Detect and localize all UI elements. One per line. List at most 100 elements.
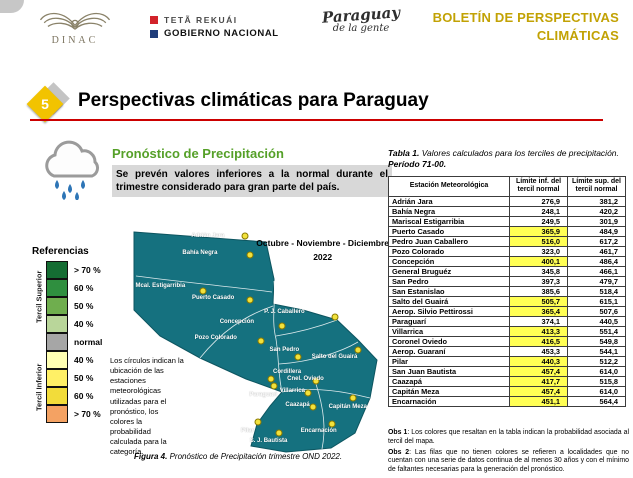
station-cell: Salto del Guairá [388,295,510,307]
table-row: Pedro Juan Caballero 516,0 617,2 [388,235,626,247]
station-cell: Puerto Casado [388,225,510,237]
table-caption: Tabla 1. Valores calculados para los ter… [388,148,628,171]
station-cell: Concepción [388,255,510,267]
limit-sup-cell: 515,8 [567,375,626,387]
table-header-row: Estación Meteorológica Límite inf. del t… [388,176,626,197]
limit-sup-cell: 615,1 [567,295,626,307]
limit-sup-cell: 617,2 [567,235,626,247]
station-label: Caazapá [285,401,310,408]
station-cell: Encarnación [388,395,510,407]
section-number: 5 [41,96,49,112]
limit-inf-cell: 516,0 [509,235,568,247]
table-row: Mariscal Estigarribia 249,5 301,9 [388,215,626,227]
figure-caption: Figura 4. Pronóstico de Precipitación tr… [134,452,342,461]
paraguay-map: Octubre - Noviembre - Diciembre 2022 Adr… [126,224,390,462]
station-dot [278,322,286,330]
station-label: Bahía Negra [182,249,218,256]
limit-inf-cell: 400,1 [509,255,568,267]
station-dot [257,337,265,345]
limit-inf-cell: 416,5 [509,335,568,347]
table-row: San Pedro 397,3 479,7 [388,275,626,287]
legend-swatch [46,297,68,315]
limit-sup-cell: 484,9 [567,225,626,237]
limit-sup-cell: 564,4 [567,395,626,407]
legend-label: > 70 % [74,265,101,275]
limit-inf-cell: 397,3 [509,275,568,287]
legend-swatch [46,387,68,405]
station-label: Mcal. Estigarribia [135,282,186,289]
station-dot [275,429,283,437]
limit-inf-cell: 365,4 [509,305,568,317]
limit-inf-cell: 374,1 [509,315,568,327]
legend-label: normal [74,337,103,347]
station-label: Pozo Colorado [194,335,237,342]
station-dot [354,346,362,354]
legend-axis-labels: Tercil Superior Tercil Inferior [32,261,46,423]
table-row: Salto del Guairá 505,7 615,1 [388,295,626,307]
figure-caption-text: Pronóstico de Precipitación trimestre ON… [167,452,343,461]
section-number-badge: 5 [26,82,74,126]
forecast-summary: Se prevén valores inferiores a la normal… [112,165,392,197]
wings-emblem-icon [39,12,111,30]
forecast-period: Octubre - Noviembre - Diciembre 2022 [255,237,390,264]
red-square-icon [150,16,158,24]
station-label: San Pedro [269,347,300,354]
period-months: Octubre - Noviembre - Diciembre [256,238,390,248]
legend-item: 50 % [46,369,102,387]
obs-2-text: : Las filas que no tienen colores se ref… [388,448,630,474]
station-label: Pilar [240,428,254,435]
slogan-line-2: de la gente [332,23,390,34]
station-cell: Bahía Negra [388,205,510,217]
table-caption-text: Valores calculados para los terciles de … [421,148,619,158]
station-label: Cordillera [273,368,302,375]
table-row: General Bruguéz 345,8 466,1 [388,265,626,277]
limit-inf-cell: 249,5 [509,215,568,227]
limit-sup-cell: 466,1 [567,265,626,277]
legend-item: 50 % [46,297,102,315]
tercil-superior-label: Tercil Superior [34,270,44,324]
gov-text-2: GOBIERNO NACIONAL [164,28,279,39]
table-row: Concepción 400,1 486,4 [388,255,626,267]
period-year: 2022 [313,251,333,262]
legend-item: 40 % [46,315,102,333]
station-label: Cnel. Oviedo [287,375,324,382]
limit-inf-cell: 323,0 [509,245,568,257]
station-cell: Coronel Oviedo [388,335,510,347]
station-cell: San Estanislao [388,285,510,297]
legend-label: 50 % [74,373,94,383]
table-row: Capitán Meza 457,4 614,0 [388,385,626,397]
obs-2: Obs 2: Las filas que no tienen colores s… [388,449,629,475]
title-underline [30,119,603,121]
limit-inf-cell: 276,9 [509,195,568,207]
limit-sup-cell: 551,4 [567,325,626,337]
gov-line-2: GOBIERNO NACIONAL [150,28,279,39]
station-cell: Pedro Juan Caballero [388,235,510,247]
station-cell: Villarrica [388,325,510,337]
obs-1-text: : Los colores que resaltan en la tabla i… [388,429,629,445]
table-row: Pozo Colorado 323,0 461,7 [388,245,626,257]
table-row: Aerop. Guaraní 453,3 544,1 [388,345,626,357]
station-dot [309,403,317,411]
station-dot [331,313,339,321]
legend-items: > 70 % 60 % 50 % 40 % normal 40 % 50 % 60 % > 70… [46,261,102,423]
tercil-inferior-label: Tercil Inferior [34,363,44,411]
limit-inf-cell: 345,8 [509,265,568,277]
legend-item: normal [46,333,102,351]
legend-item: 60 % [46,387,102,405]
limit-inf-cell: 451,1 [509,395,568,407]
dinac-logo: DINAC [30,5,120,46]
table-row: Paraguarí 374,1 440,5 [388,315,626,327]
station-dot [304,389,312,397]
limit-sup-cell: 512,2 [567,355,626,367]
limit-sup-cell: 614,0 [567,385,626,397]
limit-inf-cell: 457,4 [509,365,568,377]
station-label: P. J. Caballero [264,309,305,316]
table-row: San Juan Bautista 457,4 614,0 [388,365,626,377]
legend-label: > 70 % [74,409,101,419]
map-note: Los círculos indican la ubicación de las… [110,356,184,457]
table-row: Adrián Jara 276,9 381,2 [388,195,626,207]
limit-inf-cell: 440,3 [509,355,568,367]
limit-inf-cell: 457,4 [509,385,568,397]
bulletin-title-line-2: CLIMÁTICAS [536,28,619,44]
legend-item: 60 % [46,279,102,297]
